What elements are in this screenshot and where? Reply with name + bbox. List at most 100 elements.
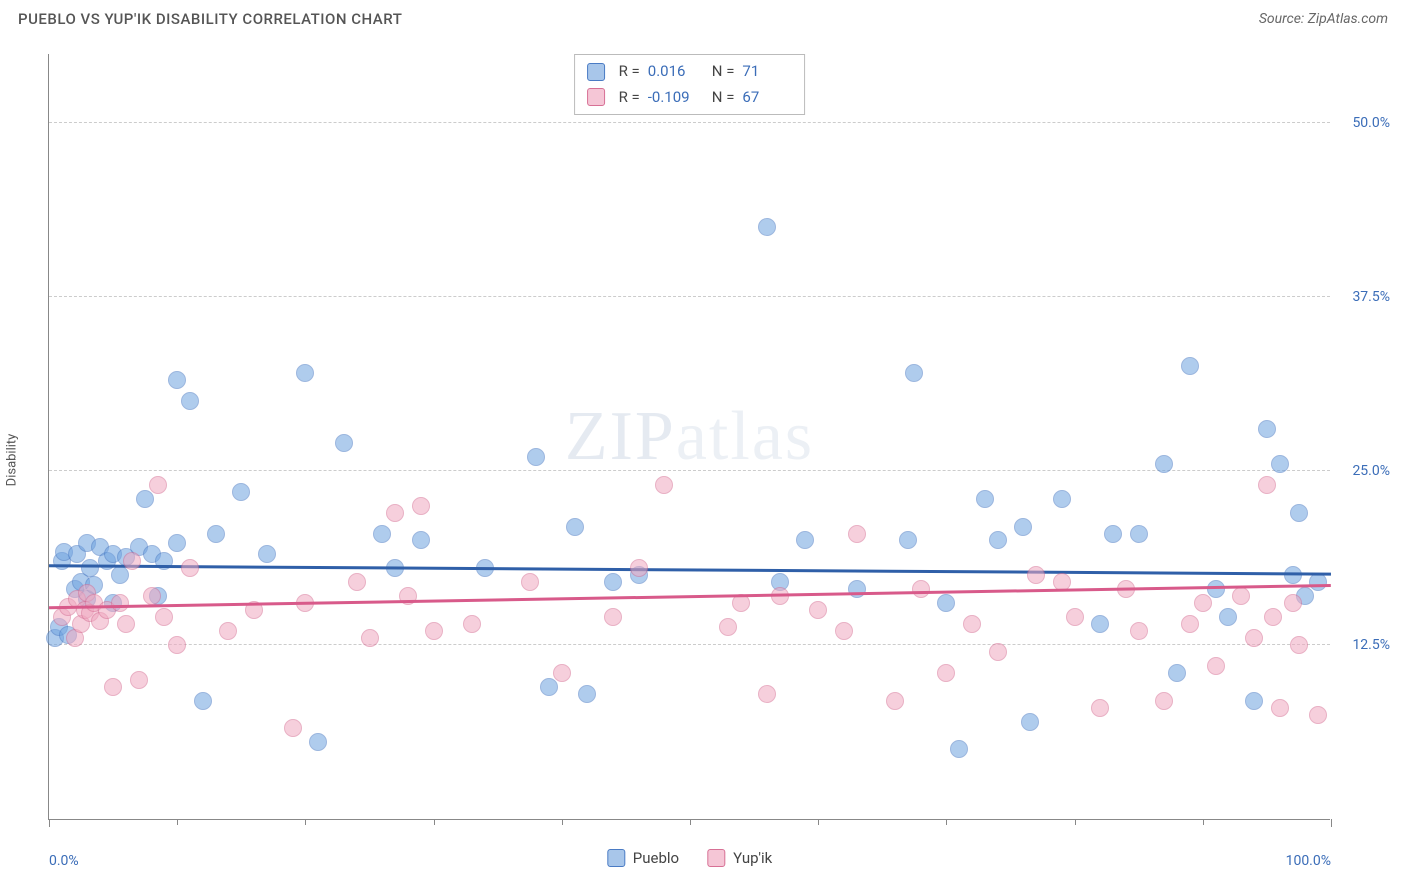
data-point xyxy=(578,685,596,703)
trend-line xyxy=(49,564,1331,575)
x-tick-mark xyxy=(1331,819,1332,827)
data-point xyxy=(348,573,366,591)
legend-label: Yup'ik xyxy=(733,849,772,867)
series-legend: PuebloYup'ik xyxy=(607,849,772,867)
data-point xyxy=(1053,490,1071,508)
x-tick-mark xyxy=(49,819,50,827)
data-point xyxy=(527,448,545,466)
data-point xyxy=(604,608,622,626)
data-point xyxy=(950,740,968,758)
data-point xyxy=(81,559,99,577)
data-point xyxy=(963,615,981,633)
x-tick-mark xyxy=(690,819,691,825)
data-point xyxy=(1258,476,1276,494)
data-point xyxy=(1130,525,1148,543)
x-tick-mark xyxy=(1203,819,1204,825)
data-point xyxy=(553,664,571,682)
x-tick-mark xyxy=(946,819,947,825)
data-point xyxy=(111,566,129,584)
data-point xyxy=(630,559,648,577)
plot-area: ZIPatlas R =0.016N =71R =-0.109N =67 Pue… xyxy=(48,54,1330,820)
data-point xyxy=(1245,692,1263,710)
data-point xyxy=(130,671,148,689)
data-point xyxy=(809,601,827,619)
y-tick-label: 50.0% xyxy=(1336,115,1390,131)
data-point xyxy=(655,476,673,494)
x-tick-mark xyxy=(305,819,306,825)
x-tick-label: 0.0% xyxy=(49,853,79,869)
data-point xyxy=(1290,504,1308,522)
data-point xyxy=(425,622,443,640)
data-point xyxy=(412,531,430,549)
gridline xyxy=(49,644,1330,645)
data-point xyxy=(1194,594,1212,612)
source-prefix: Source: xyxy=(1259,11,1308,27)
data-point xyxy=(1066,608,1084,626)
data-point xyxy=(168,636,186,654)
data-point xyxy=(1021,713,1039,731)
data-point xyxy=(905,364,923,382)
data-point xyxy=(758,685,776,703)
gridline xyxy=(49,296,1330,297)
data-point xyxy=(1232,587,1250,605)
data-point xyxy=(1271,455,1289,473)
data-point xyxy=(104,678,122,696)
data-point xyxy=(937,594,955,612)
data-point xyxy=(1130,622,1148,640)
data-point xyxy=(937,664,955,682)
data-point xyxy=(835,622,853,640)
data-point xyxy=(219,622,237,640)
stats-legend-box: R =0.016N =71R =-0.109N =67 xyxy=(574,54,806,115)
data-point xyxy=(412,497,430,515)
legend-swatch xyxy=(607,849,625,867)
stat-n-value: 67 xyxy=(742,85,792,111)
data-point xyxy=(168,371,186,389)
data-point xyxy=(1284,594,1302,612)
data-point xyxy=(1207,580,1225,598)
x-tick-label: 100.0% xyxy=(1286,853,1331,869)
stat-n-label: N = xyxy=(712,59,735,85)
y-tick-label: 12.5% xyxy=(1336,637,1390,653)
stats-row: R =0.016N =71 xyxy=(587,59,793,85)
data-point xyxy=(989,531,1007,549)
data-point xyxy=(373,525,391,543)
data-point xyxy=(361,629,379,647)
data-point xyxy=(123,552,141,570)
series-swatch xyxy=(587,88,605,106)
chart-title: PUEBLO VS YUP'IK DISABILITY CORRELATION … xyxy=(18,10,402,28)
data-point xyxy=(309,733,327,751)
legend-item: Yup'ik xyxy=(707,849,772,867)
data-point xyxy=(1245,629,1263,647)
series-swatch xyxy=(587,63,605,81)
data-point xyxy=(194,692,212,710)
data-point xyxy=(771,587,789,605)
stat-r-label: R = xyxy=(619,85,640,111)
data-point xyxy=(386,504,404,522)
legend-swatch xyxy=(707,849,725,867)
data-point xyxy=(1271,699,1289,717)
data-point xyxy=(1258,420,1276,438)
data-point xyxy=(136,490,154,508)
data-point xyxy=(1309,706,1327,724)
data-point xyxy=(463,615,481,633)
data-point xyxy=(143,587,161,605)
data-point xyxy=(1181,615,1199,633)
data-point xyxy=(989,643,1007,661)
stat-r-label: R = xyxy=(619,59,640,85)
chart-header: PUEBLO VS YUP'IK DISABILITY CORRELATION … xyxy=(0,0,1406,34)
x-tick-mark xyxy=(818,819,819,825)
data-point xyxy=(848,525,866,543)
data-point xyxy=(168,534,186,552)
data-point xyxy=(181,559,199,577)
chart-source: Source: ZipAtlas.com xyxy=(1259,11,1388,27)
source-name: ZipAtlas.com xyxy=(1308,11,1388,27)
data-point xyxy=(1284,566,1302,584)
data-point xyxy=(540,678,558,696)
data-point xyxy=(149,476,167,494)
data-point xyxy=(1168,664,1186,682)
data-point xyxy=(566,518,584,536)
gridline xyxy=(49,470,1330,471)
data-point xyxy=(521,573,539,591)
data-point xyxy=(1181,357,1199,375)
y-tick-label: 37.5% xyxy=(1336,289,1390,305)
